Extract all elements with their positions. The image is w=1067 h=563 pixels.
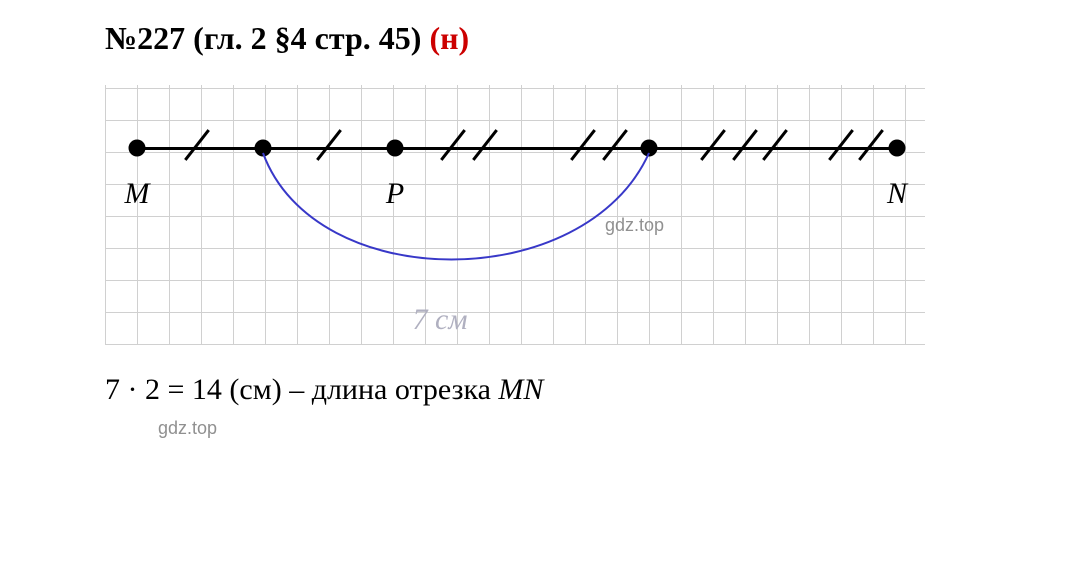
tick-mark (316, 129, 342, 161)
marker: (н) (429, 20, 469, 56)
problem-title: №227 (гл. 2 §4 стр. 45) (н) (105, 20, 962, 57)
point-extra-1 (255, 140, 272, 157)
point-m (129, 140, 146, 157)
equation-varname: MN (498, 373, 543, 406)
point-p (387, 140, 404, 157)
label-n: N (887, 177, 907, 211)
watermark-2: gdz.top (158, 418, 217, 439)
watermark-1: gdz.top (605, 215, 664, 236)
tick-mark (700, 129, 726, 161)
line-mn (129, 147, 899, 150)
problem-number: №227 (105, 20, 185, 56)
tick-mark (858, 129, 884, 161)
point-n (889, 140, 906, 157)
equation-text: 7 · 2 = 14 (см) – длина отрезка (105, 373, 498, 406)
tick-mark (440, 129, 466, 161)
section-ref: (гл. 2 §4 стр. 45) (185, 20, 429, 56)
tick-mark (762, 129, 788, 161)
diagram-grid: M P N 7 см gdz.top (105, 85, 925, 345)
tick-mark (184, 129, 210, 161)
tick-mark (570, 129, 596, 161)
label-m: M (125, 177, 150, 211)
tick-mark (602, 129, 628, 161)
tick-mark (732, 129, 758, 161)
tick-mark (472, 129, 498, 161)
point-extra-2 (641, 140, 658, 157)
label-p: P (386, 177, 404, 211)
solution-equation: 7 · 2 = 14 (см) – длина отрезка MN (105, 373, 962, 407)
measure-label: 7 см (413, 303, 468, 337)
measure-curve (105, 85, 925, 345)
tick-mark (828, 129, 854, 161)
